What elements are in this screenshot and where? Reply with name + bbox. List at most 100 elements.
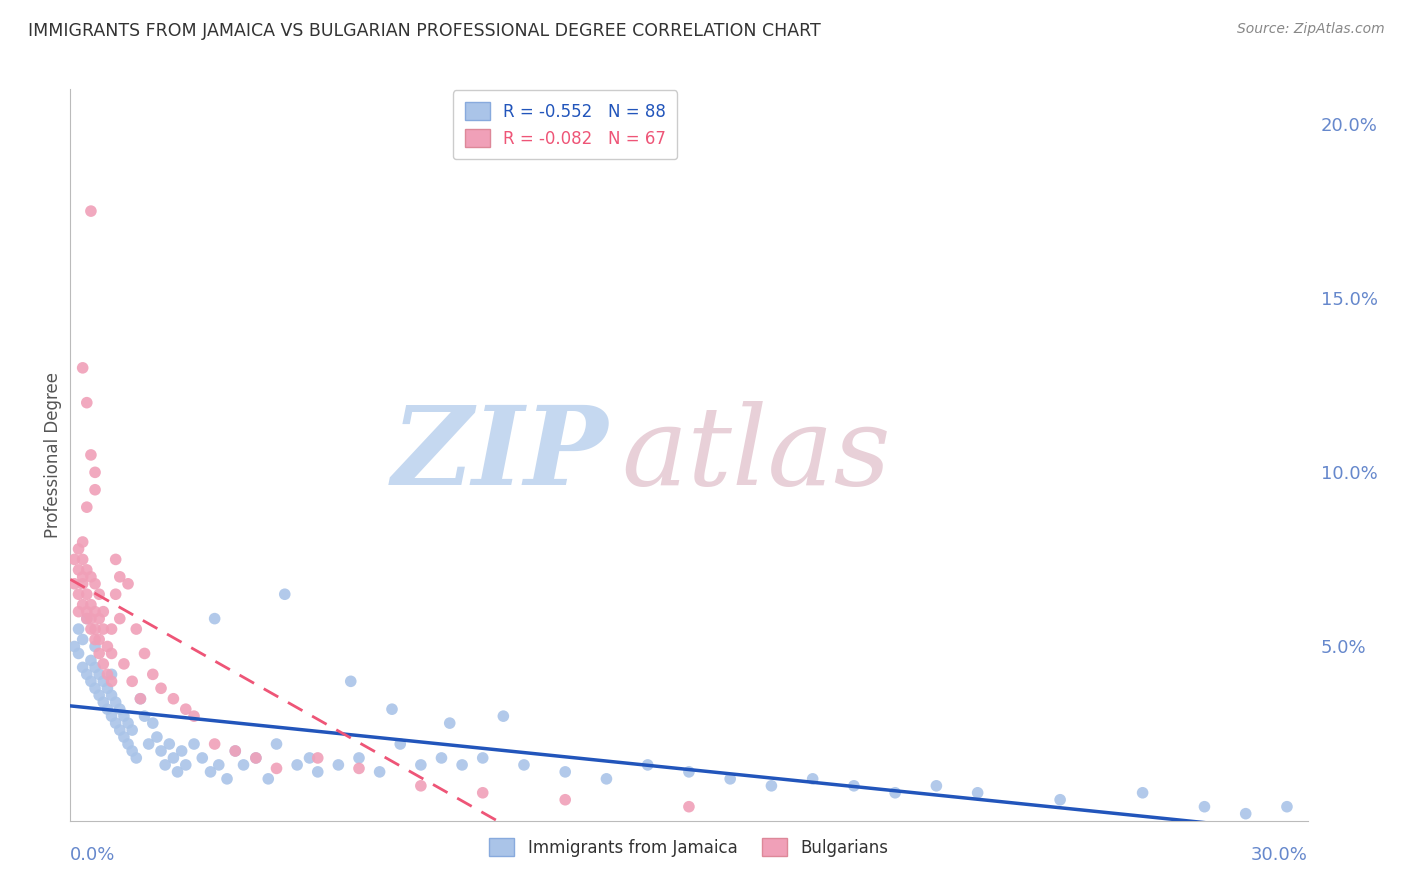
Point	[191, 751, 214, 765]
Point	[439, 716, 461, 731]
Point	[245, 751, 267, 765]
Point	[1234, 806, 1257, 821]
Point	[761, 779, 783, 793]
Point	[72, 576, 94, 591]
Point	[80, 612, 103, 626]
Point	[174, 702, 197, 716]
Text: 30.0%: 30.0%	[1251, 847, 1308, 864]
Point	[347, 751, 370, 765]
Point	[67, 605, 90, 619]
Point	[224, 744, 246, 758]
Point	[1132, 786, 1154, 800]
Point	[451, 758, 474, 772]
Point	[80, 598, 103, 612]
Point	[389, 737, 412, 751]
Point	[84, 660, 107, 674]
Point	[84, 632, 107, 647]
Point	[215, 772, 238, 786]
Point	[89, 612, 111, 626]
Point	[125, 751, 148, 765]
Point	[409, 758, 432, 772]
Point	[96, 640, 118, 654]
Point	[307, 764, 329, 779]
Point	[153, 758, 176, 772]
Point	[89, 587, 111, 601]
Point	[89, 667, 111, 681]
Point	[162, 751, 184, 765]
Point	[718, 772, 741, 786]
Point	[492, 709, 515, 723]
Point	[84, 483, 107, 497]
Point	[72, 360, 94, 375]
Point	[108, 702, 131, 716]
Point	[72, 632, 94, 647]
Point	[96, 667, 118, 681]
Point	[104, 695, 127, 709]
Point	[91, 695, 114, 709]
Point	[63, 576, 86, 591]
Y-axis label: Professional Degree: Professional Degree	[44, 372, 62, 538]
Point	[208, 758, 231, 772]
Point	[884, 786, 907, 800]
Point	[104, 587, 127, 601]
Point	[76, 612, 98, 626]
Point	[63, 552, 86, 566]
Point	[142, 667, 165, 681]
Text: Source: ZipAtlas.com: Source: ZipAtlas.com	[1237, 22, 1385, 37]
Point	[100, 709, 122, 723]
Point	[96, 702, 118, 716]
Point	[121, 744, 143, 758]
Point	[637, 758, 659, 772]
Point	[368, 764, 391, 779]
Point	[328, 758, 350, 772]
Point	[112, 730, 135, 744]
Point	[162, 691, 184, 706]
Point	[100, 674, 122, 689]
Point	[80, 653, 103, 667]
Point	[117, 576, 139, 591]
Point	[471, 751, 494, 765]
Point	[104, 552, 127, 566]
Text: atlas: atlas	[621, 401, 890, 508]
Point	[381, 702, 404, 716]
Point	[121, 723, 143, 737]
Point	[274, 587, 297, 601]
Point	[112, 657, 135, 671]
Point	[63, 640, 86, 654]
Point	[100, 688, 122, 702]
Point	[232, 758, 254, 772]
Point	[76, 563, 98, 577]
Point	[125, 622, 148, 636]
Point	[117, 716, 139, 731]
Point	[134, 647, 156, 661]
Point	[108, 612, 131, 626]
Point	[129, 691, 152, 706]
Point	[108, 723, 131, 737]
Point	[67, 541, 90, 556]
Point	[554, 764, 576, 779]
Point	[72, 570, 94, 584]
Point	[285, 758, 308, 772]
Point	[266, 737, 288, 751]
Point	[298, 751, 321, 765]
Point	[100, 647, 122, 661]
Point	[801, 772, 824, 786]
Point	[67, 647, 90, 661]
Point	[117, 737, 139, 751]
Point	[134, 709, 156, 723]
Point	[72, 660, 94, 674]
Point	[245, 751, 267, 765]
Point	[200, 764, 222, 779]
Legend: Immigrants from Jamaica, Bulgarians: Immigrants from Jamaica, Bulgarians	[482, 831, 896, 863]
Point	[80, 622, 103, 636]
Point	[471, 786, 494, 800]
Text: ZIP: ZIP	[392, 401, 609, 508]
Point	[842, 779, 865, 793]
Point	[347, 761, 370, 775]
Point	[80, 570, 103, 584]
Point	[100, 667, 122, 681]
Point	[76, 605, 98, 619]
Point	[100, 622, 122, 636]
Point	[108, 570, 131, 584]
Point	[91, 622, 114, 636]
